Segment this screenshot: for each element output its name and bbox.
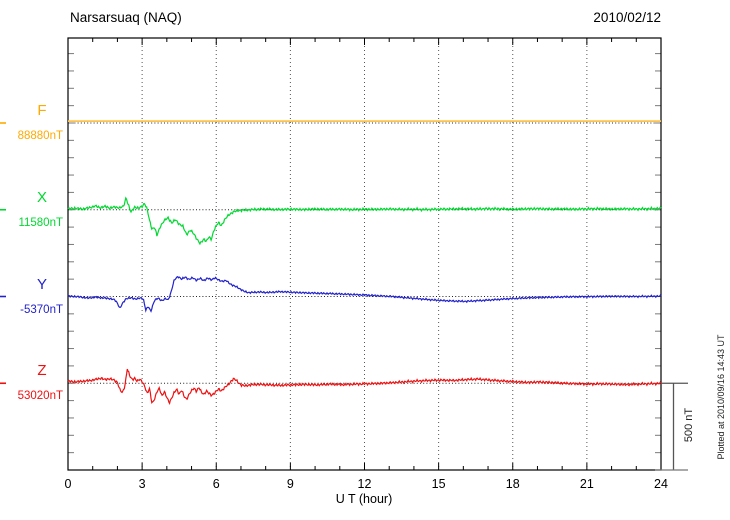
x-tick-label-24: 24	[654, 477, 668, 491]
x-tick-label-21: 21	[579, 477, 594, 491]
x-tick-label-18: 18	[505, 477, 520, 491]
component-label-Y: Y	[36, 275, 47, 293]
x-tick-label-15: 15	[431, 477, 446, 491]
x-tick-label-9: 9	[286, 477, 294, 491]
date-label: 2010/02/12	[593, 10, 661, 25]
component-label-F: F	[37, 102, 47, 119]
x-axis-title: U T (hour)	[335, 492, 393, 506]
component-base-value-X: 11580nT	[18, 216, 63, 229]
component-label-X: X	[36, 188, 47, 206]
page-title: Narsarsuaq (NAQ)	[70, 10, 182, 25]
plot-frame	[67, 37, 662, 471]
trace-X	[67, 196, 662, 246]
component-base-value-Z: 53020nT	[17, 390, 63, 403]
component-label-Z: Z	[37, 362, 47, 380]
x-tick-label-3: 3	[138, 477, 146, 491]
trace-Y	[67, 276, 662, 313]
component-base-value-F: 88880nT	[17, 130, 63, 142]
plotted-at-label: Plotted at 2010/09/16 14:43 UT	[716, 334, 726, 460]
x-tick-label-12: 12	[357, 477, 372, 491]
x-tick-label-0: 0	[64, 477, 72, 491]
trace-Z	[67, 368, 662, 406]
component-base-value-Y: -5370nT	[20, 303, 63, 316]
x-tick-label-6: 6	[212, 477, 220, 491]
scale-bar-label: 500 nT	[683, 407, 695, 443]
